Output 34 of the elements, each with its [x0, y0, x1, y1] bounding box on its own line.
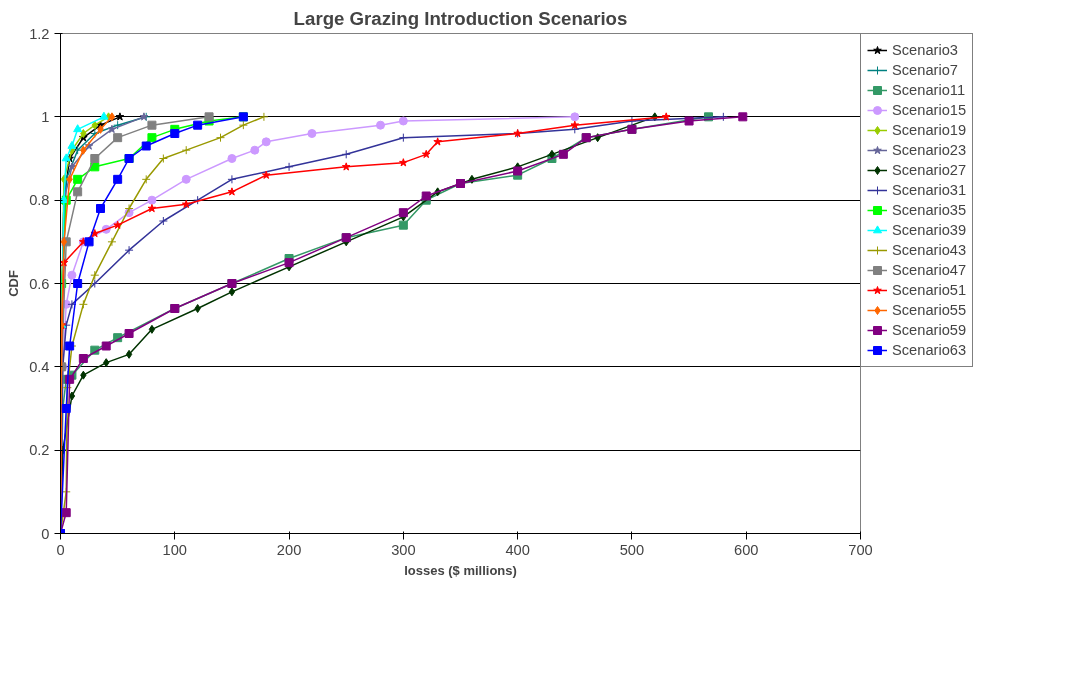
legend-label: Scenario15: [892, 102, 967, 118]
y-tick-label: 0.4: [29, 358, 50, 375]
legend-label: Scenario19: [892, 122, 967, 138]
legend-label: Scenario35: [892, 202, 967, 218]
y-tick-label: 0.2: [29, 442, 50, 459]
x-axis-title: losses ($ millions): [404, 562, 517, 578]
legend-label: Scenario39: [892, 222, 967, 238]
x-tick-label: 400: [505, 541, 530, 558]
legend-label: Scenario63: [892, 342, 967, 358]
chart-title: Large Grazing Introduction Scenarios: [293, 7, 628, 29]
y-tick-label: 1: [41, 108, 50, 125]
y-tick-label: 0.8: [29, 192, 50, 209]
legend-label: Scenario47: [892, 262, 967, 278]
x-tick-label: 500: [619, 541, 645, 558]
x-tick-label: 100: [162, 541, 188, 558]
legend-label: Scenario51: [892, 282, 967, 298]
x-tick-label: 0: [56, 541, 65, 558]
x-tick-label: 600: [733, 541, 759, 558]
legend-label: Scenario59: [892, 322, 967, 338]
y-tick-label: 1.2: [29, 25, 50, 42]
legend-label: Scenario55: [892, 302, 967, 318]
x-tick-label: 700: [848, 541, 873, 558]
x-tick-label: 200: [276, 541, 302, 558]
legend-label: Scenario43: [892, 242, 967, 258]
y-tick-label: 0.6: [29, 275, 50, 292]
legend-label: Scenario27: [892, 162, 967, 178]
legend-label: Scenario31: [892, 182, 967, 198]
legend-label: Scenario7: [892, 62, 958, 78]
y-axis-title: CDF: [6, 270, 22, 297]
legend-label: Scenario3: [892, 42, 958, 58]
legend-label: Scenario11: [892, 82, 966, 98]
y-tick-label: 0: [41, 525, 50, 542]
x-tick-label: 300: [391, 541, 416, 558]
legend-label: Scenario23: [892, 142, 967, 158]
